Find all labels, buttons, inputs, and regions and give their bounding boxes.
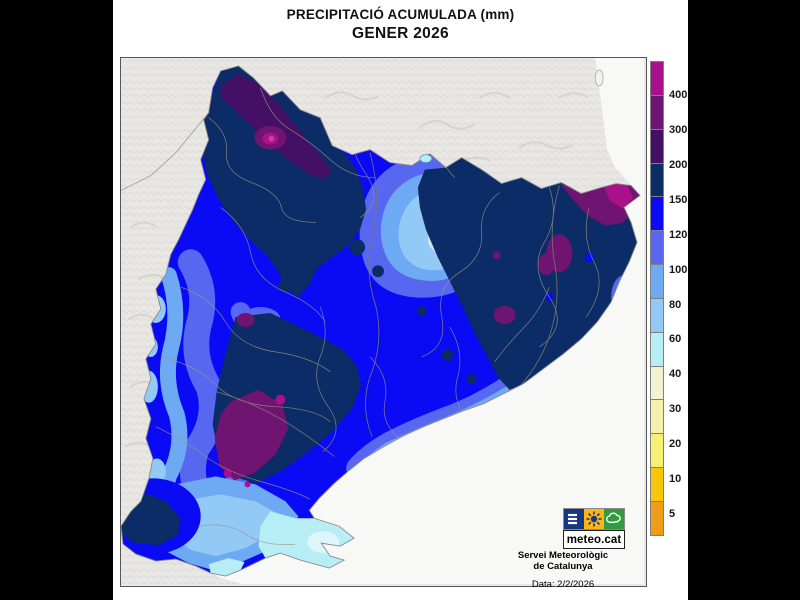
legend-color-cell [650,196,664,232]
legend-tick-label: 10 [669,472,682,485]
org-name-line1: Servei Meteorològic [517,550,609,561]
color-scale-legend: 400 300 200 150 120 100 80 60 40 30 20 10 5 [650,61,710,549]
legend-tick-label: 150 [669,193,688,206]
legend-tick-label: 30 [669,403,682,416]
meteocat-logo [563,508,625,530]
legend-tick-label: 120 [669,228,688,241]
legend-color-cell [650,433,664,469]
legend-color-cell [650,467,664,502]
map-title: PRECIPITACIÓ ACUMULADA (mm) [286,7,515,22]
legend-color-cell [650,61,664,96]
france-border-line [121,112,210,192]
legend-tick-label: 400 [669,89,688,102]
legend-tick-label: 20 [669,437,682,450]
menu-lines-icon [564,509,584,529]
sun-icon [584,509,604,529]
legend-color-cell [650,297,664,333]
precipitation-map: meteo.cat Servei Meteorològic de Catalun… [120,57,647,590]
legend-color-cell [650,331,664,367]
lake [419,154,433,163]
legend-color-cell [650,162,664,198]
legend-color-cell [650,128,664,164]
meteocat-logo-block: meteo.cat [563,508,625,549]
legend-color-cell [650,94,664,130]
legend-color-cell [650,230,664,266]
meteocat-wordmark: meteo.cat [563,530,625,549]
legend-colorbar [650,61,664,549]
cloud-icon [604,509,624,529]
map-date: Data: 2/2/2026 [531,579,595,590]
plot-content-area: PRECIPITACIÓ ACUMULADA (mm) GENER 2026 [113,0,688,600]
org-name-line2: de Catalunya [533,560,593,572]
province-boundaries [216,152,560,457]
catalonia-precipitation-map-svg [121,58,644,584]
legend-color-cell [650,399,664,435]
legend-tick-label: 60 [669,333,682,346]
map-subtitle: GENER 2026 [352,25,449,42]
legend-tick-label: 40 [669,368,682,381]
legend-tick-label: 80 [669,298,682,311]
legend-tick-label: 300 [669,124,688,137]
organization-caption: Servei Meteorològic de Catalunya Data: 2… [473,550,653,590]
mediterranean-sea [212,58,644,584]
legend-color-cell [650,365,664,401]
legend-tick-label: 100 [669,263,688,276]
map-title-block: PRECIPITACIÓ ACUMULADA (mm) GENER 2026 [113,7,688,43]
comarca-boundaries [155,77,600,545]
catalonia-outline [121,65,641,577]
legend-color-cell [650,500,664,536]
legend-color-cell [650,264,664,299]
coastal-lagoon [594,69,604,87]
legend-tick-label: 200 [669,159,688,172]
legend-tick-label: 5 [669,507,676,520]
